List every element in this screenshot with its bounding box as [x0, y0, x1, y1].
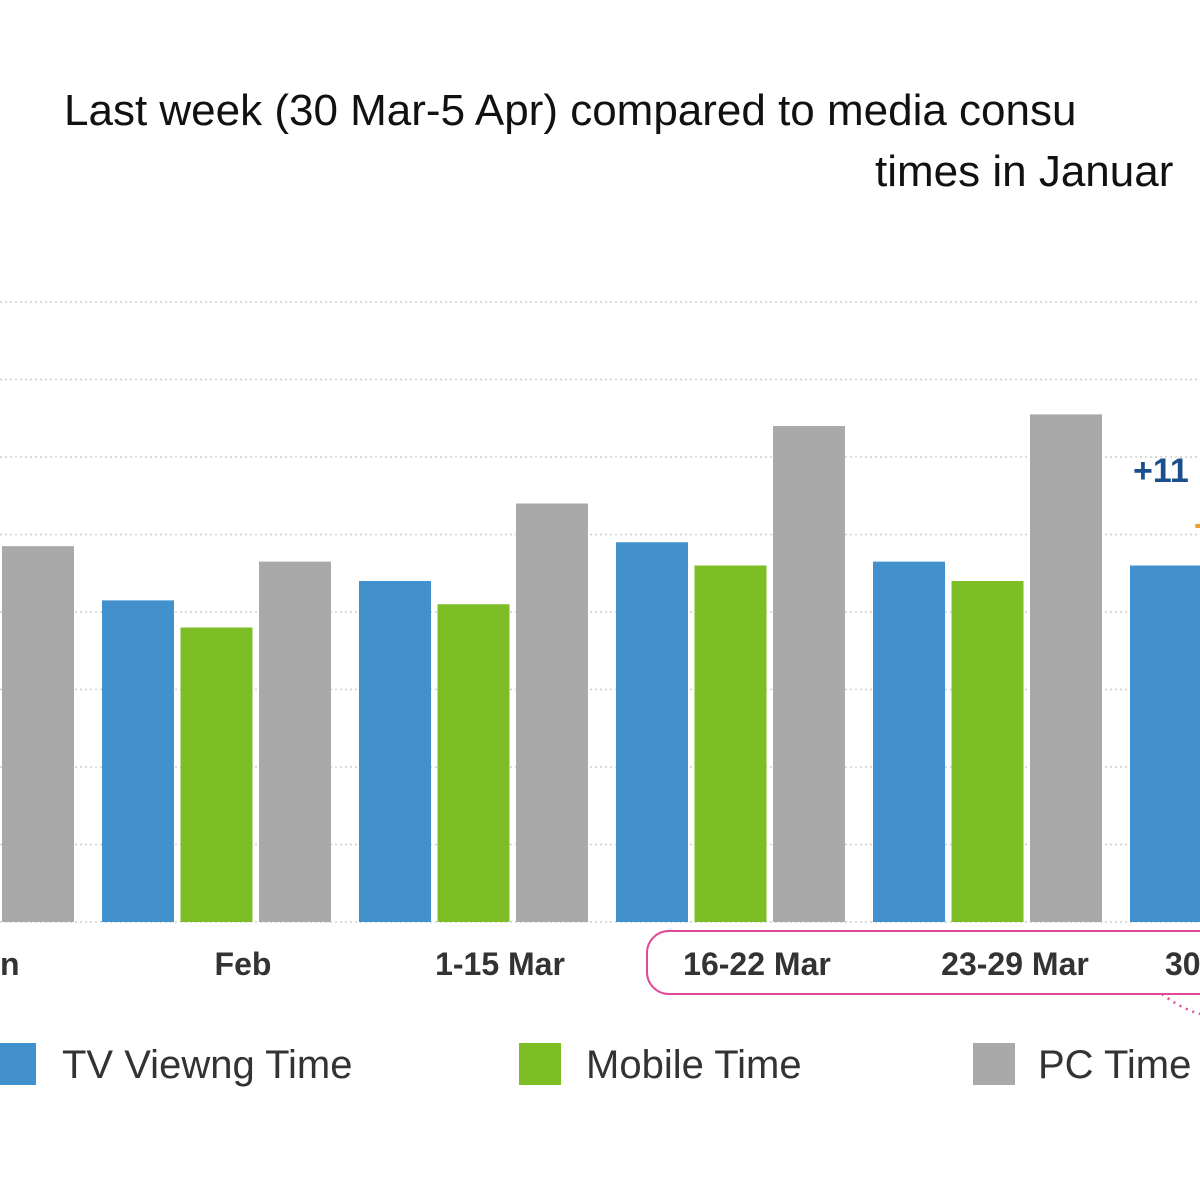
annotations: +11-: [1133, 452, 1200, 543]
bar-pc-time-2: [516, 503, 588, 922]
legend-swatch-1: [519, 1043, 561, 1085]
highlight-outline: [646, 930, 1200, 995]
bar-pc-time-4: [1030, 414, 1102, 922]
bar-mobile-time-2: [437, 604, 510, 922]
bar-mobile-time-4: [951, 581, 1024, 922]
bar-tv-viewng-time-2: [359, 581, 431, 922]
legend-label-2: PC Time: [1038, 1043, 1191, 1087]
category-labels: n Feb 1-15 Mar 16-22 Mar 23-29 Mar 30: [0, 946, 1200, 982]
category-label: 1-15 Mar: [435, 946, 565, 982]
category-label: 16-22 Mar: [683, 946, 831, 982]
bar-tv-viewng-time-3: [616, 542, 688, 922]
highlight-box: [646, 930, 1200, 1016]
bar-tv-viewng-time-1: [102, 600, 174, 922]
bars: [2, 414, 1200, 922]
annotation-change: +11: [1133, 452, 1189, 490]
highlight-connector: [1161, 993, 1200, 1016]
bar-tv-viewng-time-5: [1130, 565, 1200, 922]
bar-pc-time-3: [773, 426, 845, 922]
legend-label-1: Mobile Time: [586, 1043, 802, 1087]
bar-mobile-time-3: [694, 565, 767, 922]
chart-title-line-1: Last week (30 Mar-5 Apr) compared to med…: [64, 86, 1076, 135]
chart-title-line-2: times in Januar: [875, 147, 1173, 196]
legend: TV Viewng Time Mobile Time PC Time: [0, 1043, 1191, 1087]
legend-swatch-2: [973, 1043, 1015, 1085]
category-label: n: [0, 946, 20, 982]
category-label: 23-29 Mar: [941, 946, 1089, 982]
bar-pc-time-1: [259, 561, 331, 922]
annotation-change-secondary: -: [1194, 505, 1200, 543]
legend-swatch-0: [0, 1043, 36, 1085]
legend-label-0: TV Viewng Time: [62, 1043, 353, 1087]
category-label: Feb: [215, 946, 272, 982]
bar-pc-time-0: [2, 546, 74, 922]
category-label: 30: [1165, 946, 1200, 982]
bar-tv-viewng-time-4: [873, 561, 945, 922]
bar-mobile-time-1: [180, 627, 253, 922]
